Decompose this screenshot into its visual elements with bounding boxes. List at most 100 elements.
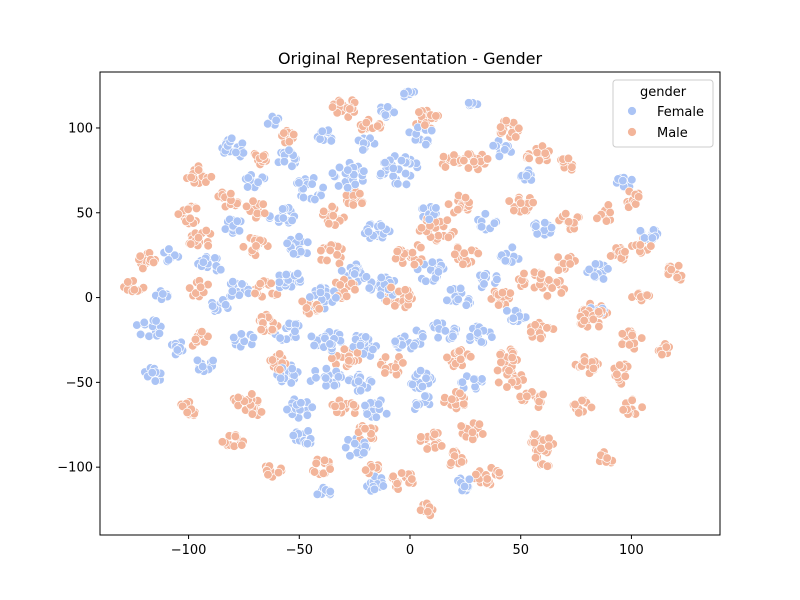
point-male	[193, 233, 204, 243]
point-male	[542, 291, 552, 301]
point-male	[567, 162, 577, 172]
point-female	[433, 267, 444, 277]
point-female	[274, 277, 284, 287]
point-male	[422, 444, 432, 454]
point-female	[421, 276, 431, 286]
point-female	[360, 400, 370, 411]
point-male	[458, 259, 468, 269]
point-female	[170, 250, 180, 260]
point-female	[507, 242, 517, 253]
point-male	[135, 251, 145, 261]
point-female	[343, 165, 353, 175]
point-female	[271, 115, 281, 125]
point-male	[460, 192, 471, 203]
point-female	[236, 329, 246, 339]
point-male	[327, 353, 337, 363]
point-female	[411, 400, 422, 410]
point-female	[427, 257, 438, 267]
point-female	[500, 256, 511, 266]
point-male	[309, 467, 320, 477]
point-male	[529, 438, 539, 448]
point-female	[327, 168, 338, 178]
point-female	[325, 339, 335, 349]
point-male	[430, 429, 440, 439]
point-male	[637, 333, 647, 343]
point-male	[182, 407, 192, 418]
point-female	[376, 168, 386, 179]
point-male	[497, 288, 508, 298]
point-male	[335, 97, 345, 107]
point-female	[359, 166, 369, 176]
point-female	[590, 259, 601, 269]
point-female	[307, 402, 317, 412]
point-female	[407, 379, 418, 390]
point-female	[479, 270, 489, 281]
y-tick-label: 100	[68, 121, 93, 136]
point-female	[227, 286, 238, 296]
y-tick-label: 0	[85, 291, 93, 306]
point-female	[440, 326, 450, 336]
point-male	[482, 474, 492, 484]
point-female	[364, 283, 374, 293]
point-female	[242, 182, 253, 192]
point-female	[473, 328, 483, 338]
point-female	[303, 426, 313, 436]
point-male	[495, 349, 505, 360]
point-female	[409, 341, 419, 351]
point-male	[540, 148, 550, 158]
point-female	[383, 102, 393, 112]
point-male	[455, 388, 465, 398]
y-tick-label: −100	[57, 461, 93, 476]
point-female	[281, 269, 291, 280]
point-female	[227, 133, 237, 143]
legend-label-female: Female	[657, 105, 704, 120]
point-female	[248, 332, 259, 343]
point-male	[138, 263, 148, 274]
point-female	[396, 155, 407, 166]
point-male	[297, 296, 307, 307]
point-male	[123, 277, 133, 287]
point-male	[556, 288, 566, 298]
point-female	[401, 179, 412, 190]
point-male	[592, 213, 602, 223]
point-female	[278, 213, 288, 223]
point-male	[450, 249, 460, 259]
axis-ticks: −100 −50 0 50 100 −100 −50 0 50 100	[57, 121, 644, 558]
point-male	[251, 241, 261, 251]
point-male	[538, 389, 548, 400]
point-female	[369, 484, 380, 494]
point-female	[288, 430, 298, 441]
point-male	[241, 201, 252, 212]
point-female	[358, 145, 368, 155]
point-male	[195, 282, 206, 292]
point-male	[492, 365, 503, 376]
point-male	[201, 225, 211, 236]
point-male	[322, 255, 332, 266]
point-female	[282, 404, 292, 415]
point-male	[453, 205, 463, 215]
point-female	[418, 332, 428, 342]
point-male	[360, 424, 370, 434]
point-male	[577, 395, 587, 406]
point-male	[398, 358, 408, 368]
point-female	[208, 355, 218, 366]
point-male	[366, 429, 376, 439]
point-male	[348, 200, 358, 210]
point-female	[522, 171, 532, 181]
point-male	[266, 278, 276, 288]
point-female	[479, 279, 489, 289]
point-female	[331, 293, 341, 303]
x-tick-label: 50	[512, 543, 529, 558]
point-male	[330, 401, 340, 411]
point-male	[601, 216, 612, 226]
point-female	[618, 176, 628, 186]
point-male	[570, 399, 580, 410]
point-male	[627, 395, 637, 406]
point-male	[148, 257, 159, 268]
point-male	[565, 259, 575, 269]
point-male	[514, 123, 524, 134]
point-female	[476, 337, 487, 347]
point-male	[314, 304, 324, 314]
point-female	[333, 372, 344, 382]
point-female	[431, 203, 441, 213]
